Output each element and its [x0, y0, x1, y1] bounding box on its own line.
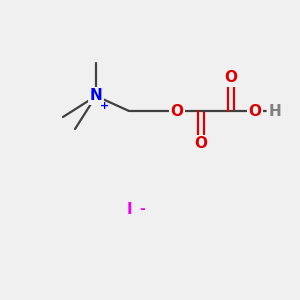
Text: N: N [90, 88, 102, 104]
Text: O: O [224, 70, 238, 86]
Text: O: O [248, 103, 262, 118]
Text: O: O [170, 103, 184, 118]
Text: I: I [126, 202, 132, 217]
Text: +: + [100, 100, 109, 111]
Text: O: O [194, 136, 208, 152]
Text: H: H [268, 103, 281, 118]
Text: -: - [140, 202, 146, 215]
